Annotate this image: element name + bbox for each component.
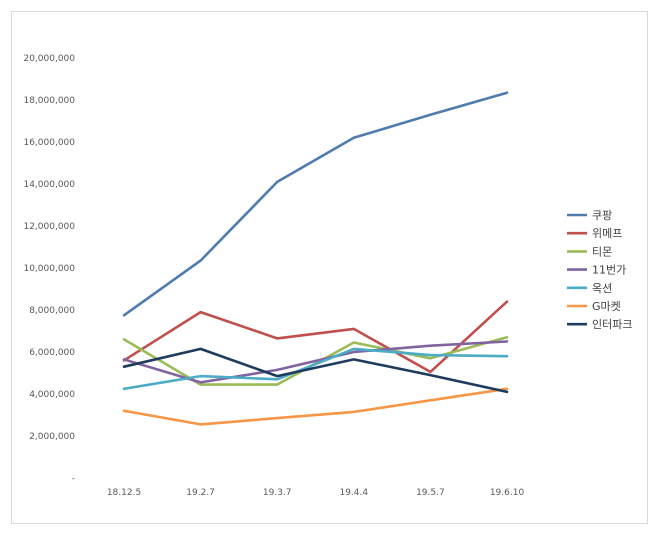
y-tick-label: 18,000,000	[23, 96, 75, 106]
series-line-4	[122, 340, 509, 384]
legend-label: G마켓	[592, 300, 621, 313]
chart-frame	[11, 11, 648, 524]
y-tick-label: 16,000,000	[23, 138, 75, 148]
x-tick-label: 19.3.7	[263, 488, 292, 498]
y-tick-label: 12,000,000	[23, 222, 75, 232]
y-tick-label: 6,000,000	[29, 348, 75, 358]
series-lines	[122, 91, 509, 426]
y-tick-label: 20,000,000	[23, 54, 75, 64]
series-line-5	[122, 347, 509, 391]
y-tick-label: 2,000,000	[29, 432, 75, 442]
series-line-2	[122, 300, 509, 374]
x-tick-label: 19.5.7	[416, 488, 445, 498]
legend-label: 위메프	[592, 227, 622, 240]
y-axis-ticks: - 2,000,000 4,000,000 6,000,000 8,000,000 10,…	[23, 54, 75, 484]
y-tick-label: 4,000,000	[29, 390, 75, 400]
x-axis-ticks: 18.12.5 19.2.7 19.3.7 19.4.4 19.5.7 19.6.10	[107, 488, 525, 498]
series-line-7	[122, 347, 509, 394]
y-tick-label: -	[72, 474, 75, 484]
x-tick-label: 19.2.7	[186, 488, 215, 498]
series-line-1	[122, 91, 509, 317]
series-line-6	[122, 387, 509, 426]
legend-label: 옥션	[592, 282, 612, 295]
legend-label: 인터파크	[592, 318, 632, 331]
y-tick-label: 10,000,000	[23, 264, 75, 274]
y-tick-label: 14,000,000	[23, 180, 75, 190]
y-tick-label: 8,000,000	[29, 306, 75, 316]
x-tick-label: 19.6.10	[490, 488, 525, 498]
legend-label: 쿠팡	[592, 209, 612, 222]
legend-label: 티몬	[592, 245, 612, 258]
x-tick-label: 18.12.5	[107, 488, 141, 498]
legend-label: 11번가	[592, 264, 626, 277]
x-tick-label: 19.4.4	[339, 488, 368, 498]
